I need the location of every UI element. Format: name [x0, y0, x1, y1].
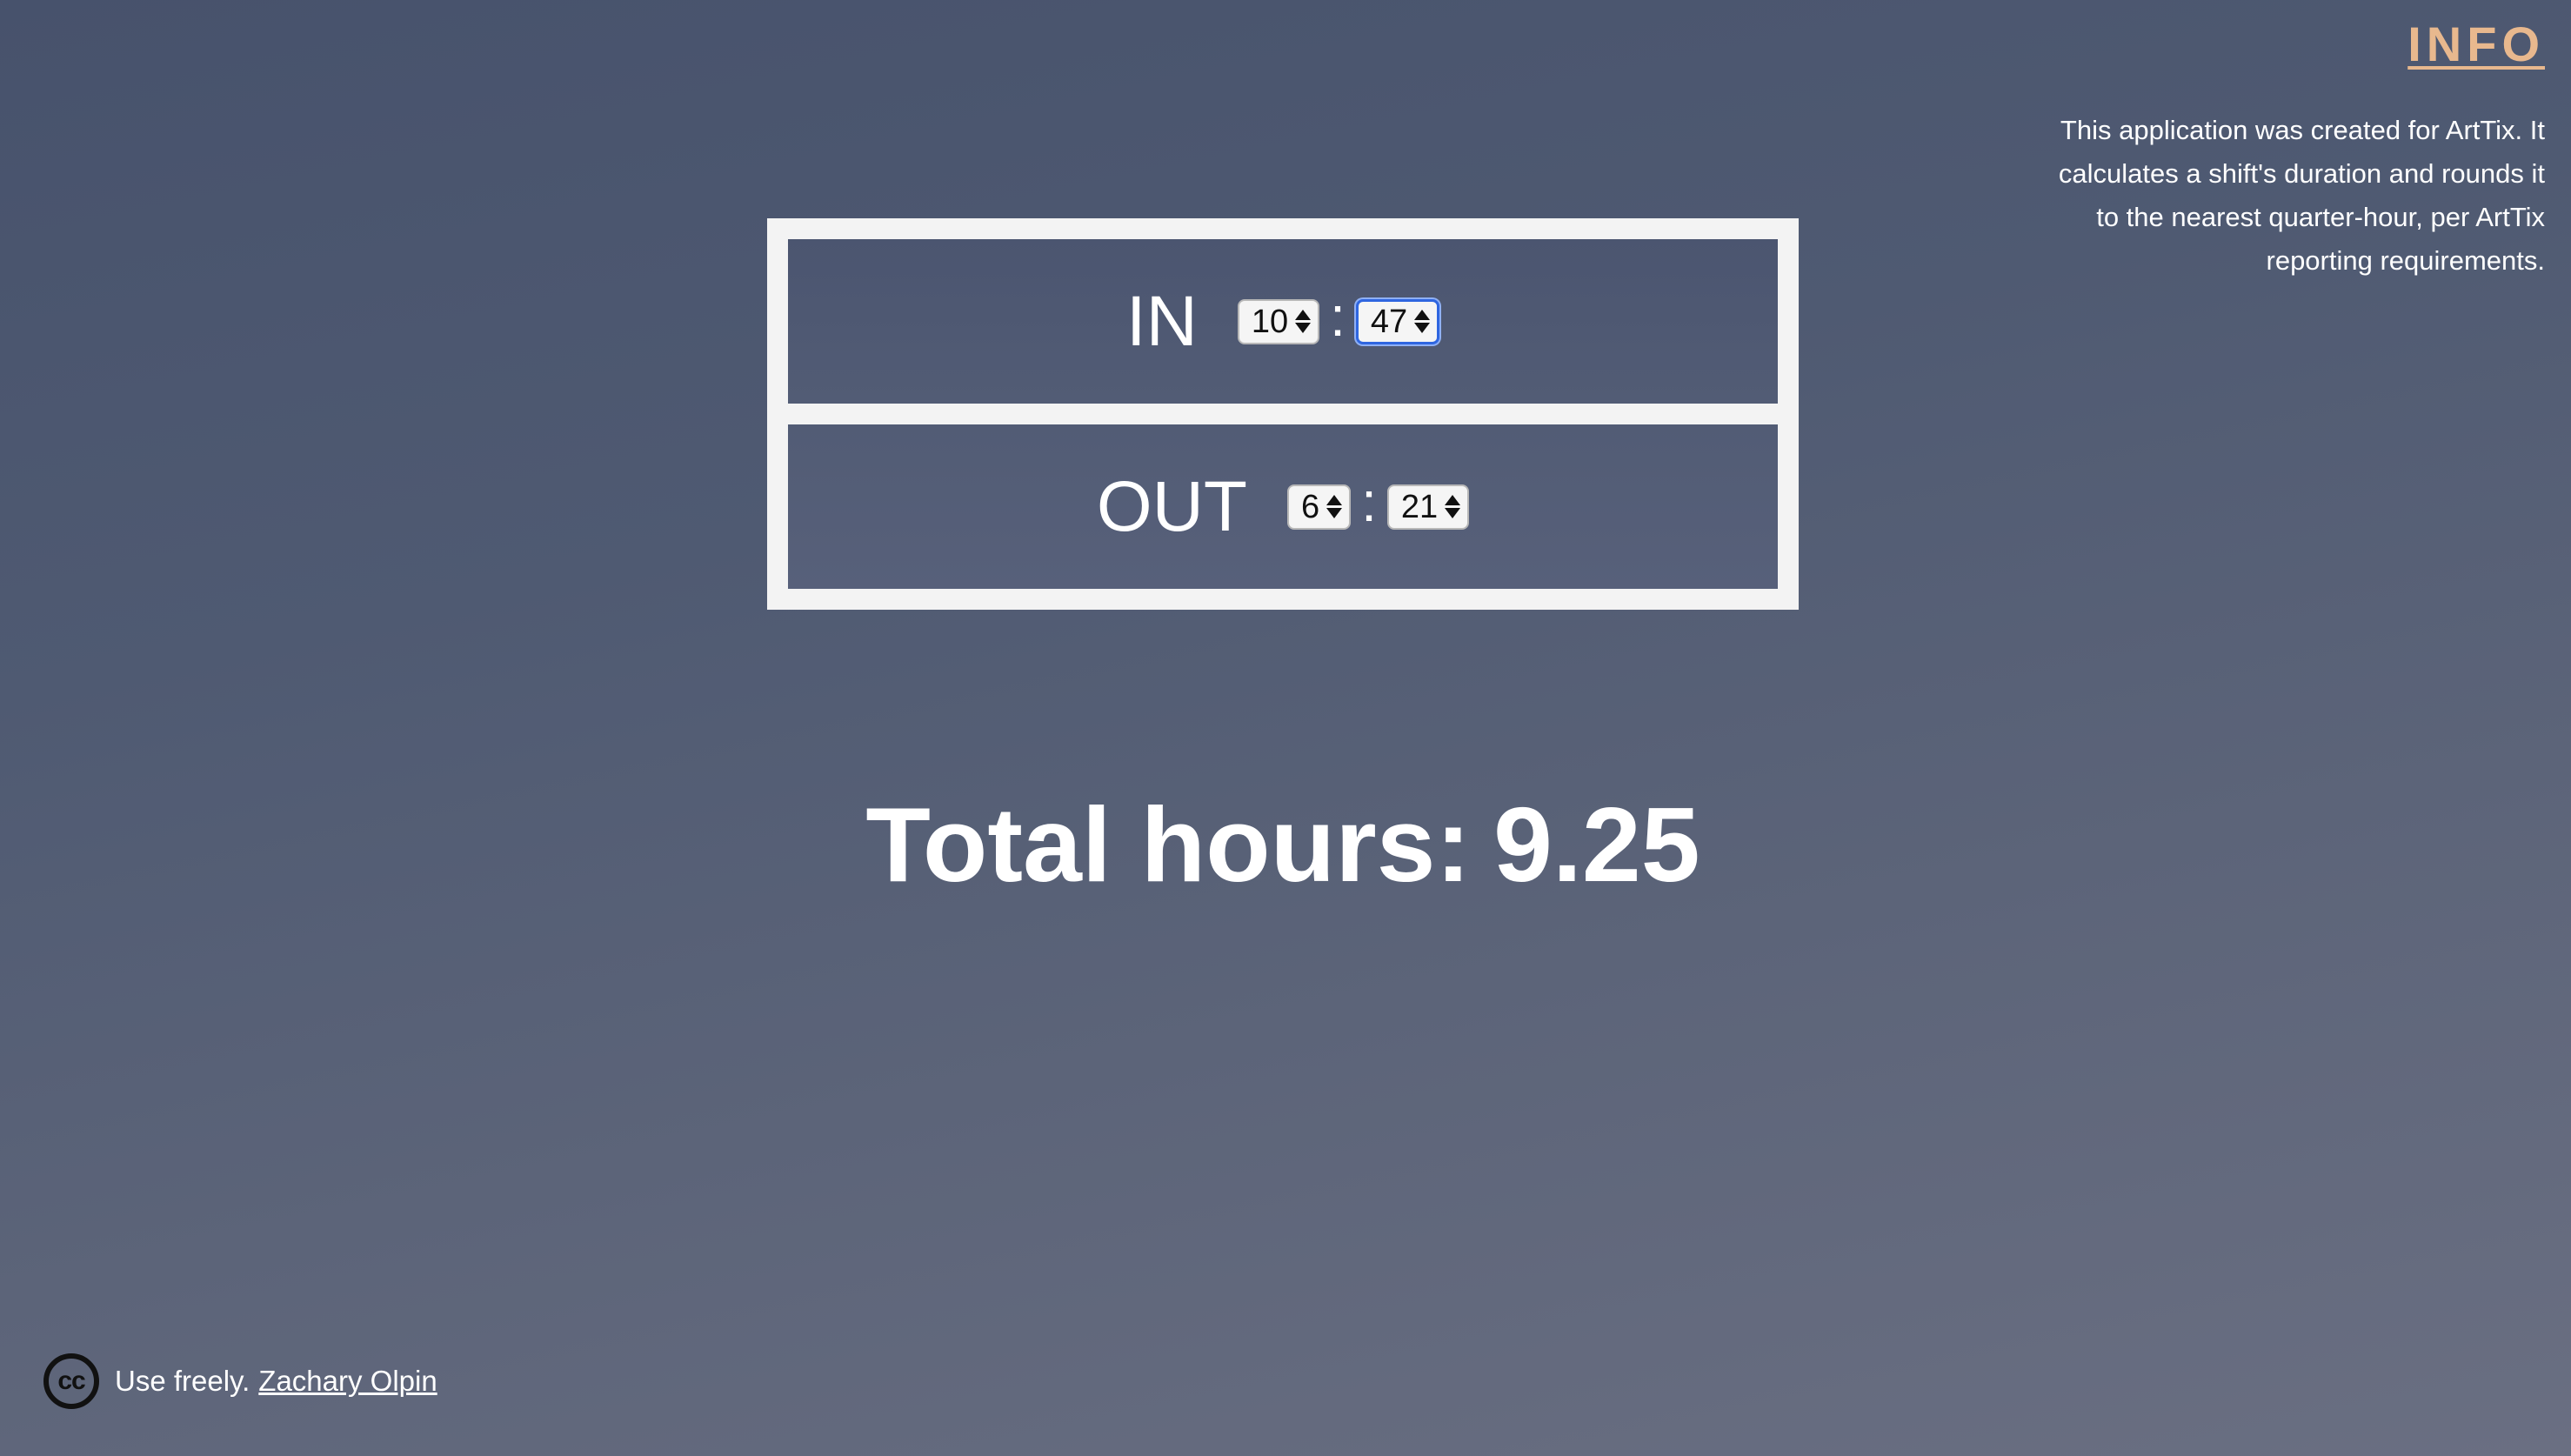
time-in-row: IN 10 : 47	[788, 239, 1778, 404]
time-in-minute-value: 47	[1370, 303, 1408, 340]
info-description: This application was created for ArtTix.…	[2058, 115, 2545, 276]
spinner-arrows-icon[interactable]	[1326, 495, 1343, 518]
spinner-arrows-icon[interactable]	[1295, 310, 1312, 333]
footer: cc Use freely. Zachary Olpin	[43, 1353, 437, 1409]
time-out-hour-stepper[interactable]: 6	[1286, 484, 1352, 530]
spinner-arrows-icon[interactable]	[1414, 310, 1431, 333]
spinner-down-icon[interactable]	[1295, 323, 1312, 333]
total-hours-value: 9.25	[1493, 785, 1700, 904]
total-hours-label: Total hours:	[865, 785, 1472, 904]
spinner-down-icon[interactable]	[1445, 508, 1461, 518]
author-link[interactable]: Zachary Olpin	[258, 1365, 437, 1397]
time-out-separator: :	[1361, 470, 1377, 533]
time-in-label: IN	[1125, 281, 1198, 361]
time-out-hour-value: 6	[1300, 488, 1320, 525]
time-entry-frame: IN 10 : 47 OUT 6 : 21	[767, 218, 1799, 610]
spinner-up-icon[interactable]	[1326, 495, 1343, 505]
spinner-down-icon[interactable]	[1326, 508, 1343, 518]
spinner-up-icon[interactable]	[1414, 310, 1431, 320]
time-in-hour-stepper[interactable]: 10	[1237, 298, 1320, 344]
time-in-minute-stepper[interactable]: 47	[1355, 298, 1440, 344]
time-out-minute-stepper[interactable]: 21	[1386, 484, 1470, 530]
spinner-down-icon[interactable]	[1414, 323, 1431, 333]
info-link[interactable]: INFO	[2407, 17, 2545, 71]
total-hours: Total hours: 9.25	[767, 791, 1799, 898]
footer-text: Use freely.	[115, 1365, 250, 1397]
spinner-arrows-icon[interactable]	[1445, 495, 1461, 518]
spinner-up-icon[interactable]	[1445, 495, 1461, 505]
time-in-separator: :	[1330, 284, 1346, 348]
time-out-label: OUT	[1096, 466, 1247, 546]
time-out-row: OUT 6 : 21	[788, 424, 1778, 589]
time-in-hour-value: 10	[1251, 303, 1289, 340]
spinner-up-icon[interactable]	[1295, 310, 1312, 320]
time-out-minute-value: 21	[1400, 488, 1439, 525]
creative-commons-icon: cc	[43, 1353, 99, 1409]
